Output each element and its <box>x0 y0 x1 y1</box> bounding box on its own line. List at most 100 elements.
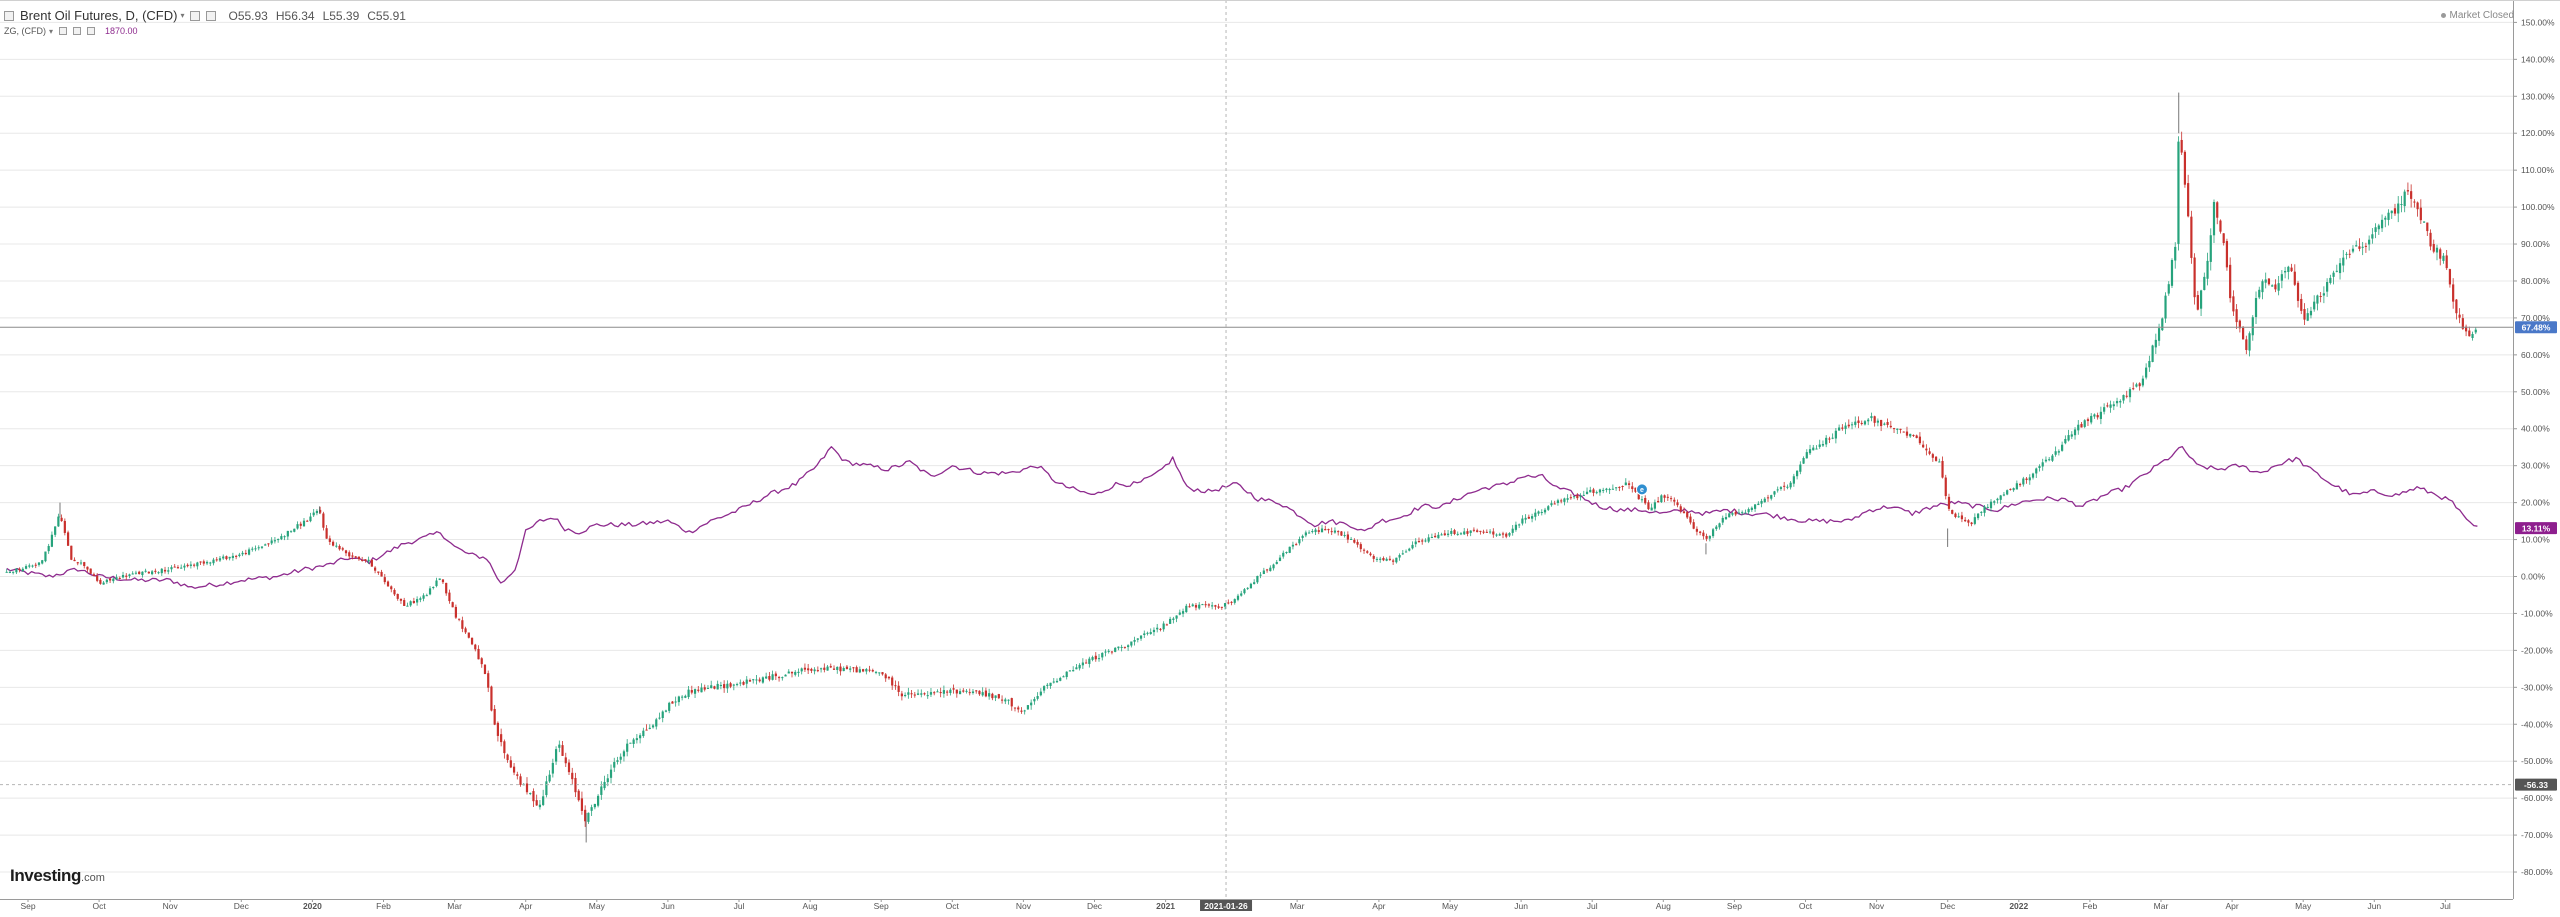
candle-body <box>2326 282 2329 292</box>
candle-body <box>1136 638 1139 640</box>
candle-body <box>1350 538 1353 540</box>
candle-body <box>800 668 803 672</box>
candle-body <box>1295 544 1298 546</box>
candle-body <box>151 571 154 575</box>
candle-body <box>1825 437 1828 445</box>
candle-body <box>154 570 157 572</box>
candle-body <box>422 595 425 599</box>
candle-body <box>96 575 99 581</box>
candle-body <box>2435 247 2439 253</box>
candle-body <box>189 564 192 566</box>
candle-body <box>784 674 787 677</box>
candle-body <box>671 701 674 704</box>
candle-body <box>1986 506 1989 508</box>
candle-body <box>519 776 522 785</box>
candle-body <box>807 668 810 671</box>
compare-remove-icon[interactable] <box>87 27 96 35</box>
candle-body <box>205 561 209 564</box>
candle-body <box>929 692 933 695</box>
symbol-title[interactable]: Brent Oil Futures, D, (CFD) <box>20 8 178 23</box>
candle-body <box>1049 682 1052 686</box>
candle-body <box>1773 491 1776 495</box>
candle-body <box>2432 244 2435 252</box>
candle-body <box>1369 553 1372 556</box>
candle-body <box>2109 404 2112 408</box>
candle-body <box>907 692 910 695</box>
candle-body <box>1385 558 1388 561</box>
main-series-legend[interactable]: Brent Oil Futures, D, (CFD) ▾ O55.93 H56… <box>4 8 406 23</box>
candle-body <box>2332 272 2335 277</box>
candle-body <box>2119 400 2122 403</box>
candle-body <box>315 510 319 514</box>
settings-square-icon[interactable] <box>190 10 201 21</box>
candle-body <box>1220 606 1223 608</box>
candle-body <box>441 579 445 583</box>
candle-body <box>1023 710 1026 712</box>
candle-body <box>286 530 289 537</box>
candle-body <box>244 552 247 555</box>
candle-body <box>865 669 868 672</box>
candle-body <box>1072 670 1075 672</box>
candle-body <box>616 760 619 762</box>
investing-logo[interactable]: Investing.com <box>10 866 105 886</box>
candle-body <box>270 540 273 544</box>
candle-body <box>878 672 881 674</box>
collapse-legend-icon[interactable] <box>4 10 14 21</box>
candle-body <box>257 547 260 549</box>
candle-body <box>1282 552 1285 557</box>
compare-series-legend[interactable]: ZG, (CFD) ▾ 1870.00 <box>4 26 138 36</box>
compare-settings-icon[interactable] <box>73 27 82 35</box>
candle-body <box>1951 509 1954 514</box>
candle-body <box>1505 533 1508 537</box>
candle-body <box>115 577 118 580</box>
candle-body <box>125 575 128 577</box>
candle-body <box>748 680 752 682</box>
candle-body <box>2413 201 2416 203</box>
candle-body <box>1333 530 1337 533</box>
candle-body <box>1233 599 1236 603</box>
candle-body <box>1191 604 1194 607</box>
candle-body <box>545 781 548 796</box>
remove-square-icon[interactable] <box>206 10 217 21</box>
candle-body <box>254 548 257 550</box>
candle-body <box>335 545 338 547</box>
candle-body <box>2206 260 2209 279</box>
candle-body <box>2313 301 2316 310</box>
compare-symbol[interactable]: ZG, (CFD) <box>4 26 46 36</box>
candle-body <box>2216 202 2219 218</box>
candle-body <box>344 550 348 554</box>
candle-body <box>260 546 264 548</box>
candle-body <box>2271 285 2274 287</box>
candle-body <box>1084 662 1088 664</box>
compare-dropdown-caret-icon[interactable]: ▾ <box>49 26 54 36</box>
candle-body <box>1372 555 1375 559</box>
candle-body <box>1033 698 1036 702</box>
candle-body <box>1120 646 1123 648</box>
last-value-badge: 67.48% <box>2522 323 2551 333</box>
candle-body <box>1980 511 1983 513</box>
candle-body <box>2461 318 2464 329</box>
compare-visibility-icon[interactable] <box>59 27 68 35</box>
candle-body <box>2180 139 2183 153</box>
candle-body <box>47 545 50 552</box>
candle-body <box>923 693 926 695</box>
candle-body <box>1421 540 1424 542</box>
candle-body <box>2474 329 2477 333</box>
dropdown-caret-icon[interactable]: ▾ <box>180 11 185 20</box>
candle-body <box>1230 601 1233 603</box>
candle-body <box>1922 444 1925 448</box>
candle-body <box>1779 487 1783 489</box>
candle-body <box>626 743 629 752</box>
candle-body <box>1634 487 1637 492</box>
x-tick-label: Feb <box>2083 901 2098 911</box>
candle-body <box>1094 655 1097 660</box>
candle-body <box>1673 499 1676 502</box>
candle-body <box>322 513 325 528</box>
candle-body <box>1482 531 1485 533</box>
candle-body <box>1789 482 1792 488</box>
candle-body <box>73 559 76 562</box>
candle-body <box>1411 544 1414 549</box>
